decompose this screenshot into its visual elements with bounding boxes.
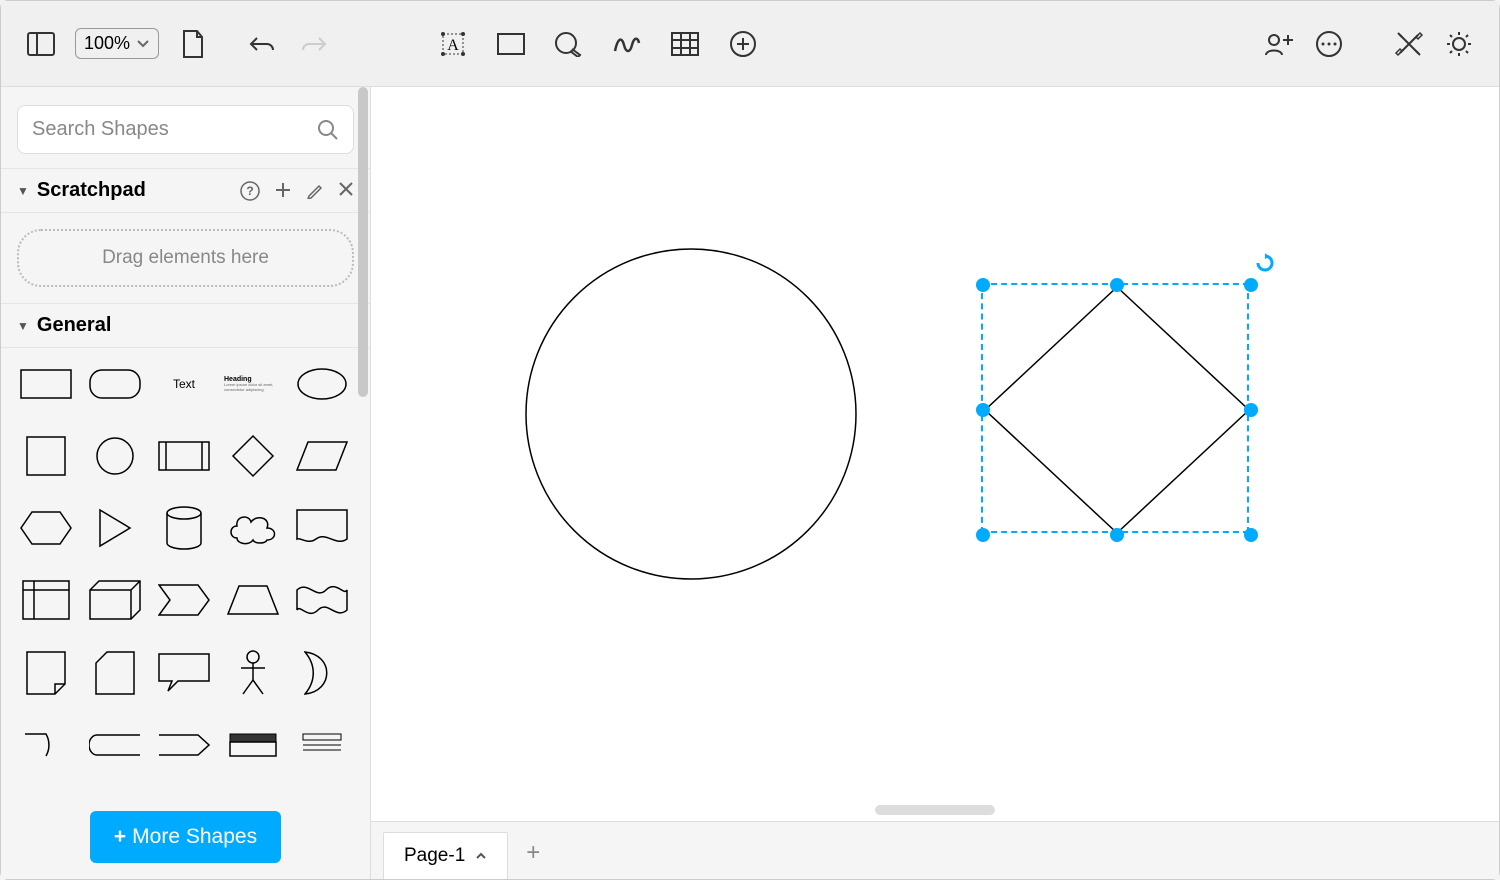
search-shapes-input[interactable]: Search Shapes [17,105,354,154]
shape-hexagon[interactable] [17,506,75,550]
shape-note[interactable] [17,651,75,695]
caret-down-icon: ▼ [17,319,29,333]
shape-document[interactable] [293,506,351,550]
shape-tape[interactable] [293,578,351,622]
zoom-value: 100% [84,33,130,54]
shape-process[interactable] [155,434,213,478]
zoom-select[interactable]: 100% [75,28,159,59]
close-icon[interactable] [338,181,354,201]
resize-handle-ne[interactable] [1244,278,1258,292]
resize-handle-w[interactable] [976,403,990,417]
resize-handle-e[interactable] [1244,403,1258,417]
svg-text:?: ? [246,184,253,198]
shape-card[interactable] [86,651,144,695]
chevron-up-icon [475,852,487,860]
canvas-ellipse[interactable] [521,244,861,584]
search-placeholder: Search Shapes [32,118,169,141]
resize-handle-se[interactable] [1244,528,1258,542]
shape-cloud[interactable] [224,506,282,550]
shape-actor[interactable] [224,651,282,695]
edit-icon[interactable] [306,181,324,201]
sidebar-scrollbar[interactable] [358,87,368,397]
shape-internal-storage[interactable] [17,578,75,622]
chevron-down-icon [136,39,150,49]
add-icon[interactable] [274,181,292,201]
general-header[interactable]: ▼ General [1,303,370,348]
ellipse-tool-icon[interactable] [553,28,585,60]
shape-step[interactable] [155,578,213,622]
caret-down-icon: ▼ [17,184,29,198]
shape-and[interactable] [17,723,75,767]
shape-rectangle[interactable] [17,362,75,406]
add-page-button[interactable]: + [508,827,558,879]
page-tabs: Page-1 + [371,821,1499,879]
shape-ellipse[interactable] [293,362,351,406]
canvas[interactable] [371,87,1499,821]
selection-box[interactable] [981,283,1249,533]
search-icon [317,119,339,141]
scratchpad-header[interactable]: ▼ Scratchpad ? [1,168,370,213]
insert-icon[interactable] [727,28,759,60]
shape-container[interactable] [224,723,282,767]
resize-handle-s[interactable] [1110,528,1124,542]
resize-handle-nw[interactable] [976,278,990,292]
redo-icon[interactable] [297,28,329,60]
svg-text:A: A [447,37,459,54]
more-menu-icon[interactable] [1313,28,1345,60]
shape-cylinder[interactable] [155,506,213,550]
shape-datastore[interactable] [86,723,144,767]
shape-parallelogram[interactable] [293,434,351,478]
help-icon[interactable]: ? [240,181,260,201]
toolbar: 100% A [1,1,1499,87]
shape-cube[interactable] [86,578,144,622]
more-shapes-button[interactable]: +More Shapes [90,811,281,863]
scratchpad-dropzone[interactable]: Drag elements here [17,229,354,287]
new-page-icon[interactable] [177,28,209,60]
canvas-diamond[interactable] [983,285,1251,535]
freehand-tool-icon[interactable] [611,28,643,60]
resize-handle-sw[interactable] [976,528,990,542]
shape-arrow-right[interactable] [155,723,213,767]
shape-triangle[interactable] [86,506,144,550]
shape-or[interactable] [293,651,351,695]
shape-text[interactable]: Text [155,362,213,406]
undo-icon[interactable] [247,28,279,60]
shape-rounded-rect[interactable] [86,362,144,406]
text-tool-icon[interactable]: A [437,28,469,60]
shape-palette: Text HeadingLorem ipsum dolor sit amet, … [1,348,370,795]
shape-trapezoid[interactable] [224,578,282,622]
shape-callout[interactable] [155,651,213,695]
general-title: General [37,314,111,337]
rectangle-tool-icon[interactable] [495,28,527,60]
share-icon[interactable] [1263,28,1295,60]
toggle-sidebar-icon[interactable] [25,28,57,60]
design-tools-icon[interactable] [1393,28,1425,60]
page-tab[interactable]: Page-1 [383,832,508,879]
shapes-sidebar: Search Shapes ▼ Scratchpad ? Drag elemen… [1,87,371,879]
shape-circle[interactable] [86,434,144,478]
resize-handle-n[interactable] [1110,278,1124,292]
shape-list[interactable] [293,723,351,767]
rotate-handle[interactable] [1255,253,1273,271]
shape-diamond[interactable] [224,434,282,478]
table-tool-icon[interactable] [669,28,701,60]
scratchpad-title: Scratchpad [37,179,146,202]
shape-square[interactable] [17,434,75,478]
canvas-h-scrollbar[interactable] [875,805,995,815]
shape-textbox[interactable]: HeadingLorem ipsum dolor sit amet, conse… [224,362,282,406]
theme-icon[interactable] [1443,28,1475,60]
